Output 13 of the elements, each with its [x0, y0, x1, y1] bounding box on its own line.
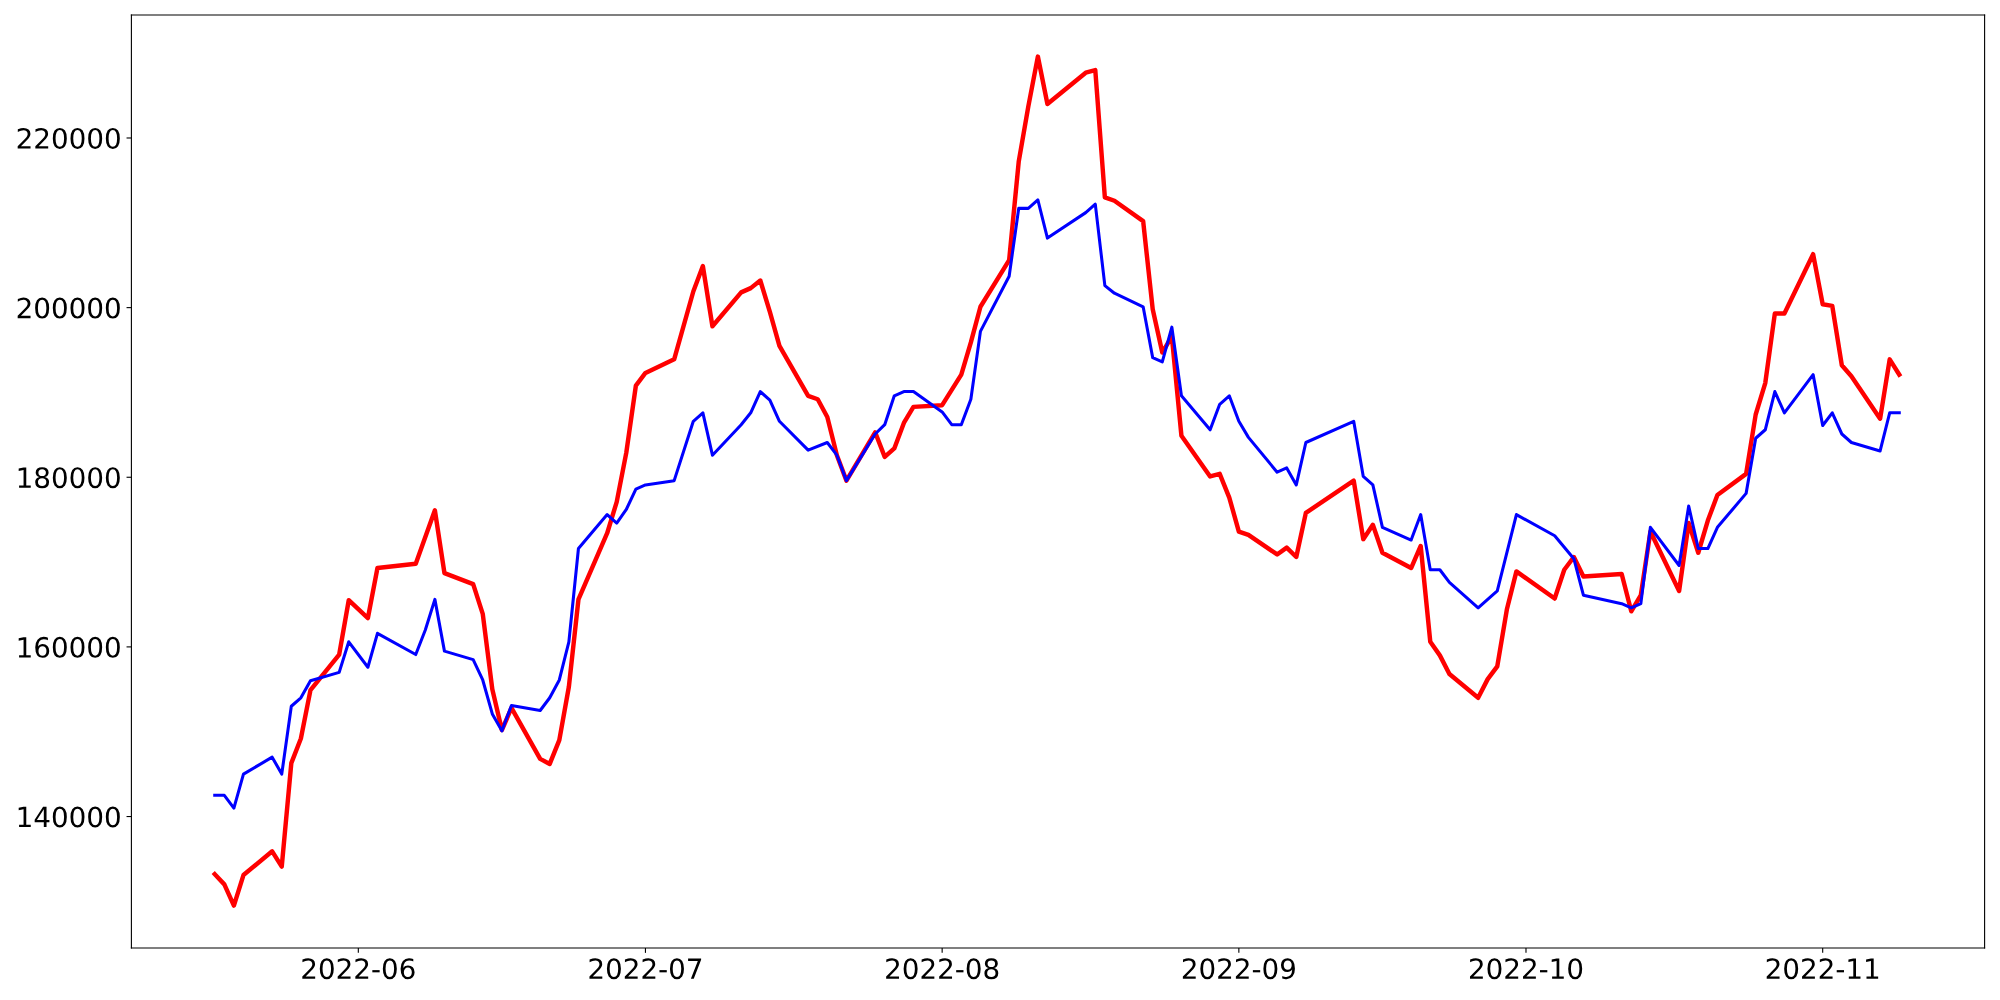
y-tick-label: 140000: [18, 806, 120, 828]
x-tick-label: 2022-07: [589, 958, 702, 980]
y-tick-label: 160000: [18, 636, 120, 658]
x-tick-label: 2022-09: [1182, 958, 1295, 980]
x-tick-label: 2022-11: [1766, 958, 1879, 980]
x-tick-label: 2022-08: [886, 958, 999, 980]
line-series: [213, 198, 1901, 810]
x-tick-label: 2022-10: [1469, 958, 1583, 980]
x-tick-label: 2022-06: [302, 958, 415, 980]
y-tick-label: 220000: [17, 127, 120, 149]
line-series: [212, 54, 1902, 908]
y-tick-label: 180000: [18, 467, 120, 489]
y-tick-label: 200000: [17, 297, 120, 319]
